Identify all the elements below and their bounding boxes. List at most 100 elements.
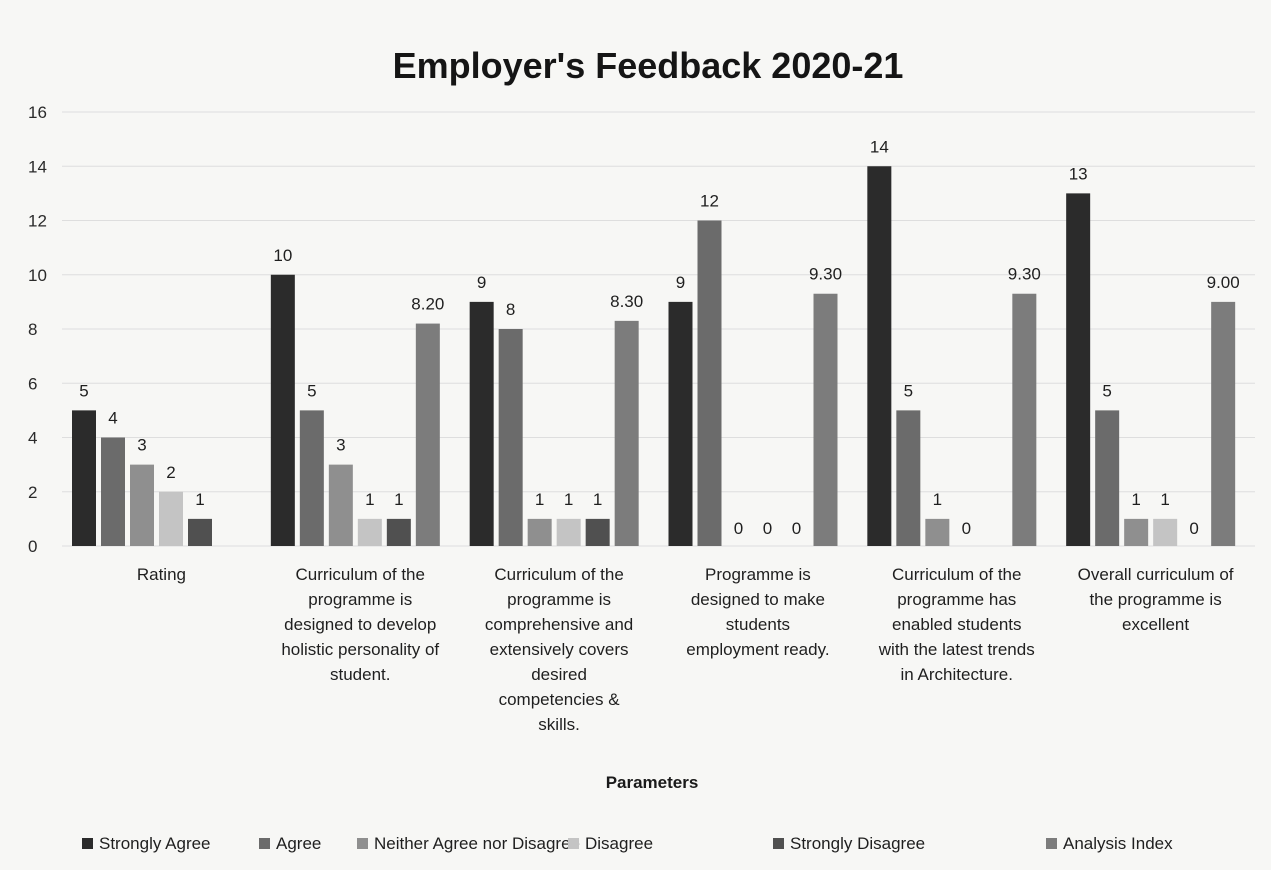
legend-swatch (259, 838, 270, 849)
bar (159, 491, 183, 546)
data-label: 8.30 (610, 292, 643, 311)
category-label: Curriculum of the programme is comprehensi… (485, 565, 633, 734)
data-label: 1 (394, 490, 403, 509)
data-label: 0 (763, 519, 772, 538)
bar (556, 518, 581, 546)
legend-swatch (1046, 838, 1057, 849)
data-label: 8.20 (411, 295, 444, 314)
bar (813, 293, 838, 546)
chart-title: Employer's Feedback 2020-21 (393, 45, 904, 86)
bar (130, 464, 154, 546)
legend-label: Disagree (585, 834, 653, 853)
data-label: 9 (477, 273, 486, 292)
bar (386, 518, 411, 546)
data-label: 0 (962, 519, 971, 538)
category-label: Curriculum of the programme is designed to… (281, 565, 439, 684)
data-label: 0 (792, 519, 801, 538)
data-label: 12 (700, 192, 719, 211)
data-label: 1 (564, 490, 573, 509)
legend-item: Strongly Agree (82, 834, 211, 853)
data-label: 8 (506, 300, 515, 319)
data-label: 4 (108, 409, 117, 428)
legend: Strongly Agree Agree Neither Agree nor Dis… (82, 834, 1173, 853)
data-label: 0 (1189, 519, 1198, 538)
bar (614, 320, 639, 546)
bar (299, 410, 324, 546)
data-label: 1 (195, 490, 204, 509)
data-label: 3 (137, 436, 146, 455)
bar (469, 301, 494, 546)
bar (1153, 518, 1178, 546)
data-label: 5 (79, 381, 88, 400)
data-label: 9 (676, 273, 685, 292)
data-label: 5 (1102, 381, 1111, 400)
legend-item: Strongly Disagree (773, 834, 925, 853)
bar (415, 323, 440, 546)
bar (498, 329, 523, 546)
bar (1211, 301, 1236, 546)
data-label: 9.00 (1207, 273, 1240, 292)
bar (188, 518, 212, 546)
bar (328, 464, 353, 546)
bar (668, 301, 693, 546)
data-label: 0 (734, 519, 743, 538)
bar (357, 518, 382, 546)
legend-label: Analysis Index (1063, 834, 1173, 853)
legend-label: Strongly Disagree (790, 834, 925, 853)
legend-swatch (773, 838, 784, 849)
data-label: 5 (904, 381, 913, 400)
y-tick-label: 0 (28, 537, 37, 556)
legend-item: Neither Agree nor Disagree (357, 834, 580, 853)
y-tick-label: 8 (28, 320, 37, 339)
data-label: 9.30 (809, 265, 842, 284)
data-label: 9.30 (1008, 265, 1041, 284)
legend-label: Neither Agree nor Disagree (374, 834, 580, 853)
bar (101, 437, 125, 546)
category-label: Curriculum of the programme has enabled st… (878, 565, 1035, 684)
bars (72, 166, 1236, 546)
legend-swatch (82, 838, 93, 849)
legend-item: Analysis Index (1046, 834, 1173, 853)
bar (925, 518, 950, 546)
legend-swatch (568, 838, 579, 849)
category-label: Programme is designed to make students empl… (686, 565, 829, 659)
bar (527, 518, 552, 546)
y-tick-label: 6 (28, 374, 37, 393)
gridlines (62, 111, 1255, 547)
bar (896, 410, 921, 546)
bar (1095, 410, 1120, 546)
y-tick-label: 4 (28, 429, 37, 448)
bar (585, 518, 610, 546)
data-label: 1 (593, 490, 602, 509)
bar (1124, 518, 1149, 546)
legend-item: Disagree (568, 834, 653, 853)
y-axis-ticks: 0 2 4 6 8 10 12 14 16 (28, 103, 47, 556)
bar (72, 410, 96, 546)
data-label: 1 (365, 490, 374, 509)
data-label: 2 (166, 463, 175, 482)
bar (1012, 293, 1037, 546)
bar (697, 220, 722, 546)
data-label: 13 (1069, 164, 1088, 183)
y-tick-label: 12 (28, 212, 47, 231)
bar (270, 274, 295, 546)
category-labels: Rating Curriculum of the programme is desig… (137, 565, 1234, 734)
data-label: 1 (1160, 490, 1169, 509)
legend-item: Agree (259, 834, 321, 853)
category-label: Overall curriculum of the programme is exc… (1078, 565, 1234, 634)
y-tick-label: 10 (28, 266, 47, 285)
y-tick-label: 16 (28, 103, 47, 122)
bar (867, 166, 892, 546)
data-label: 1 (535, 490, 544, 509)
y-tick-label: 2 (28, 483, 37, 502)
data-label: 10 (273, 246, 292, 265)
legend-swatch (357, 838, 368, 849)
data-label: 5 (307, 381, 316, 400)
bar (1066, 193, 1091, 546)
legend-label: Strongly Agree (99, 834, 211, 853)
y-tick-label: 14 (28, 157, 47, 176)
category-label: Rating (137, 565, 186, 584)
data-label: 14 (870, 137, 889, 156)
